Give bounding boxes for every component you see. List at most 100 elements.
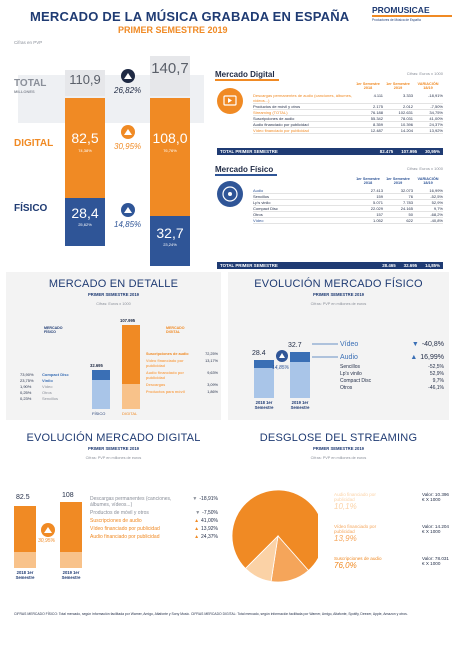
evol-digital-val-2018: 82.5 <box>16 494 30 501</box>
digital-row-value: 10.396 <box>400 122 413 127</box>
detalle-fisico-label: Compact Disc <box>42 372 69 377</box>
fisico-row-value: 622 <box>406 218 413 223</box>
detalle-digital-header: MERCADO DIGITAL <box>166 326 185 334</box>
fisico-row-value: 5.071 <box>372 200 383 205</box>
pie-label-valor: Valor: 78.031 <box>422 556 449 561</box>
evol-fisico-svg <box>254 343 338 398</box>
detalle-fisico-pct: 0,23% <box>20 396 32 401</box>
detalle-fisico-item: 0,25% Otros <box>20 390 88 396</box>
detalle-digital-list: Suscripciones de audio 72,25% Vídeo financ… <box>146 352 218 397</box>
evol-digital-cat-2018: 2018 1er Semestre <box>15 570 35 580</box>
pie-label-pct: 10,1% <box>334 502 357 512</box>
pie-label-left: Suscripciones de audio 76,0% <box>334 556 396 570</box>
detalle-digital-item: Productos para móvil 1,86% <box>146 390 218 395</box>
fisico-2019: 32,7 <box>156 225 184 241</box>
evol-digital-item-label: Productos de móvil y otros <box>90 510 149 516</box>
page-subtitle: PRIMER SEMESTRE 2019 <box>118 25 228 35</box>
detalle-fisico-bar-top <box>92 370 110 380</box>
fisico-row-label: Lp's vinilo <box>253 200 271 205</box>
evol-digital-bar-2019-light <box>60 552 82 568</box>
evol-digital-item-value: ▲ 24,37% <box>194 534 218 540</box>
evol-fisico-bar-2019 <box>290 352 310 398</box>
fisico-col-1: 1er Semestre 2018 <box>356 177 380 185</box>
digital-row-label: Vídeo financiado por publicidad <box>253 128 309 133</box>
evol-digital-item: Suscripciones de audio ▲ 41,00% <box>90 518 218 524</box>
fisico-total-2018: 28.465 <box>382 263 396 268</box>
evol-fisico-item-label: Otros <box>340 385 353 391</box>
pie-label-pct: 13,9% <box>334 534 357 544</box>
pie-label-valor: Valor: 14.204 <box>422 524 449 529</box>
digital-row-value: 2.012 <box>402 104 413 109</box>
detalle-digital-label: Vídeo financiado por publicidad <box>146 359 184 368</box>
detalle-digital-pct: 1,86% <box>207 390 218 394</box>
evol-fisico-item-value: -46,1% <box>428 385 444 391</box>
up-arrow-icon: ▲ <box>194 534 200 540</box>
digital-total-var: 30,95% <box>425 149 440 154</box>
fisico-row-value: 16,99% <box>429 188 443 193</box>
fisico-change: 14,85% <box>114 220 142 229</box>
fisico-col-2: 1er Semestre 2019 <box>386 177 410 185</box>
evol-fisico-panel: EVOLUCIÓN MERCADO FÍSICO PRIMER SEMESTRE… <box>228 272 449 420</box>
digital-row: Descargas permanentes de audio (cancione… <box>253 93 443 104</box>
promusicae-logo: PROMUSICAE Productores de Música de Espa… <box>372 5 452 22</box>
down-arrow-icon: ▼ <box>195 510 201 516</box>
digital-row-value: -18,91% <box>428 93 443 98</box>
fisico-row-value: 7.783 <box>402 200 413 205</box>
evol-fisico-item-value: 52,9% <box>429 371 444 377</box>
detalle-fisico-list: 73,90% Compact Disc 23,75% Vinilo 1,90% Vídeo… <box>20 372 88 402</box>
pie-label-left: Vídeo financiado por publicidad 13,9% <box>334 524 396 543</box>
digital-table-rows: Descargas permanentes de audio (cancione… <box>253 93 443 134</box>
up-arrow-icon: ▲ <box>410 354 418 361</box>
evol-digital-item: Productos de móvil y otros ▼ -7,50% <box>90 510 218 516</box>
down-arrow-icon: ▼ <box>192 496 198 502</box>
detalle-fisico-label: Vídeo <box>42 384 53 389</box>
streaming-pie <box>231 489 318 583</box>
bar-2019-fisico <box>150 216 190 266</box>
digital-row: Audio financiado por publicidad 8.359 10.3… <box>253 122 443 128</box>
fisico-row-value: -52,5% <box>430 194 443 199</box>
evol-fisico-change-arrow <box>279 353 285 358</box>
price-note: Cifras en PVP <box>14 40 43 45</box>
bar-2018-total <box>65 70 105 96</box>
fisico-2018: 28,4 <box>71 205 99 221</box>
total-2018: 110,9 <box>69 72 101 87</box>
detalle-fisico-header: MERCADO FÍSICO <box>44 326 63 334</box>
digital-row-value: 3.333 <box>402 93 413 98</box>
detalle-fisico-pct: 0,25% <box>20 390 32 395</box>
detalle-digital-item: Descargas 3,09% <box>146 383 218 388</box>
detalle-fisico-pct: 1,90% <box>20 384 32 389</box>
logo-subtext: Productores de Música de España <box>372 18 421 22</box>
evol-fisico-item: Lp's vinilo 52,9% <box>340 371 444 378</box>
pie-label-left: Audio financiado por publicidad 10,1% <box>334 492 396 511</box>
digital-col-3: VARIACIÓN 18/19 <box>417 82 439 90</box>
evol-digital-bar-2019 <box>60 502 82 568</box>
detalle-fisico-label: Otros <box>42 390 52 395</box>
digital-row-label: Streaming (TOTAL) <box>253 110 288 115</box>
detalle-digital-bar-light <box>122 384 140 409</box>
evol-fisico-change: 14,85% <box>272 365 289 371</box>
fisico-row: Otros 157 50 -68,2% <box>253 212 443 218</box>
row-label-fisico: FÍSICO <box>14 203 48 214</box>
bar-2018-digital <box>65 98 105 198</box>
pie-slice <box>244 534 279 582</box>
digital-row: Productos de móvil y otros 2.175 2.012 -7,5… <box>253 104 443 110</box>
pie-slice <box>231 489 318 572</box>
evol-fisico-item-value: 9,7% <box>432 378 444 384</box>
evol-digital-item-value: ▼ -7,50% <box>195 510 218 516</box>
fisico-table-units: Cifras: Euros x 1000 <box>406 166 443 171</box>
pie-label-right: Valor: 14.204 € X 1000 <box>422 524 449 543</box>
fisico-total-2019: 32.695 <box>403 263 418 268</box>
streaming-section: DESGLOSE DEL STREAMING PRIMER SEMESTRE 2… <box>228 426 449 601</box>
fisico-share-2018: 25,62% <box>78 222 92 227</box>
fisico-row: Vídeo 1.052 622 -40,8% <box>253 218 443 224</box>
evol-digital-item-value: ▼ -18,91% <box>192 496 218 502</box>
fisico-row-value: -40,8% <box>430 218 443 223</box>
detalle-digital-label: Audio financiado por publicidad <box>146 371 184 380</box>
digital-table-title: Mercado Digital <box>215 70 279 81</box>
detalle-svg <box>92 325 140 409</box>
pie-label-units: € X 1000 <box>422 529 441 535</box>
fisico-row-label: Vídeo <box>253 218 264 223</box>
detalle-fisico-pct: 23,75% <box>20 378 34 383</box>
evol-fisico-cat-2019: 2019 1er Semestre <box>290 400 310 410</box>
digital-row: Streaming (TOTAL) 76.188 102.631 34,75% <box>253 110 443 116</box>
